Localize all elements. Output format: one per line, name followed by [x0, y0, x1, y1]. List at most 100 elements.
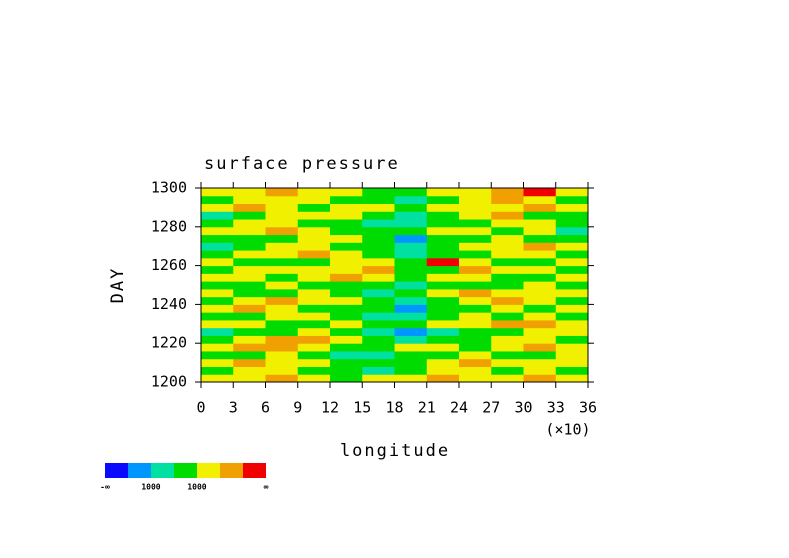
field-cell: [265, 288, 299, 298]
field-cell: [491, 203, 524, 212]
x-tick-label: 6: [261, 399, 270, 417]
y-tick-label: 1300: [151, 179, 187, 197]
field-cell: [362, 188, 395, 197]
field-cell: [491, 219, 524, 228]
field-cell: [233, 366, 266, 375]
field-cell: [523, 203, 557, 212]
field-cell: [523, 188, 557, 197]
field-cell: [265, 257, 299, 267]
field-cell: [362, 358, 395, 367]
field-cell: [265, 312, 299, 321]
field-cell: [426, 319, 460, 329]
field-cell: [265, 242, 299, 251]
x-scale-label: (×10): [545, 421, 590, 439]
field-cell: [523, 319, 557, 329]
field-cell: [523, 358, 557, 367]
field-cell: [523, 312, 557, 321]
y-tick-label: 1200: [151, 373, 187, 391]
field-cell: [523, 273, 557, 282]
field-cell: [555, 358, 589, 367]
field-cell: [362, 335, 395, 344]
y-tick-label: 1220: [151, 334, 187, 352]
field-cell: [426, 219, 460, 228]
colorbar-swatch: [174, 463, 197, 478]
field-cell: [459, 188, 492, 197]
field-cell: [459, 257, 492, 267]
field-cell: [233, 226, 266, 236]
field-cell: [555, 366, 589, 375]
field-cell: [394, 296, 428, 305]
field-cell: [233, 257, 266, 267]
field-cell: [201, 265, 234, 274]
field-cell: [523, 335, 557, 344]
field-cell: [201, 211, 234, 220]
field-cell: [201, 195, 234, 205]
field-cell: [555, 319, 589, 329]
field-cell: [362, 257, 395, 267]
field-cell: [426, 296, 460, 305]
field-cell: [426, 257, 460, 267]
field-cell: [523, 366, 557, 375]
field-cell: [555, 188, 589, 197]
field-cell: [394, 219, 428, 228]
field-cell: [297, 374, 331, 383]
field-cell: [297, 195, 331, 205]
field-cell: [394, 195, 428, 205]
field-cell: [201, 296, 234, 305]
colorbar-label: ∞: [264, 483, 269, 492]
field-cell: [330, 327, 363, 336]
field-cell: [362, 265, 395, 274]
x-tick-label: 0: [196, 399, 205, 417]
field-cell: [330, 288, 363, 298]
field-cell: [233, 195, 266, 205]
field-cell: [297, 366, 331, 375]
field-cell: [555, 374, 589, 383]
field-cell: [330, 319, 363, 329]
field-cell: [265, 211, 299, 220]
field-cell: [297, 296, 331, 305]
field-cell: [491, 358, 524, 367]
field-cell: [297, 327, 331, 336]
field-cell: [394, 203, 428, 212]
field-cell: [426, 358, 460, 367]
field-cell: [459, 327, 492, 336]
field-cell: [201, 234, 234, 243]
field-cell: [362, 250, 395, 259]
field-cell: [362, 374, 395, 383]
field-cell: [233, 304, 266, 313]
field-cell: [394, 343, 428, 352]
field-cell: [491, 312, 524, 321]
field-cell: [491, 226, 524, 236]
field-cell: [394, 335, 428, 344]
field-cell: [362, 327, 395, 336]
x-tick-label: 9: [293, 399, 302, 417]
field-cell: [265, 265, 299, 274]
field-cell: [394, 226, 428, 236]
field-cell: [394, 312, 428, 321]
x-axis-label: longitude: [340, 441, 450, 461]
field-cell: [491, 350, 524, 360]
field-cell: [394, 288, 428, 298]
field-cell: [362, 195, 395, 205]
field-cell: [523, 374, 557, 383]
field-cell: [233, 250, 266, 259]
field-cell: [555, 226, 589, 236]
field-cell: [523, 265, 557, 274]
field-cell: [265, 296, 299, 305]
field-cell: [330, 335, 363, 344]
field-cell: [491, 304, 524, 313]
field-cell: [523, 327, 557, 336]
field-cell: [459, 350, 492, 360]
field-cell: [362, 281, 395, 290]
field-cell: [265, 374, 299, 383]
x-tick-label: 12: [321, 399, 339, 417]
field-cell: [297, 343, 331, 352]
field-cell: [201, 350, 234, 360]
field-cell: [555, 234, 589, 243]
colorbar-swatch: [220, 463, 243, 478]
field-cell: [297, 211, 331, 220]
field-cell: [233, 188, 266, 197]
field-cell: [459, 281, 492, 290]
field-cell: [330, 242, 363, 251]
